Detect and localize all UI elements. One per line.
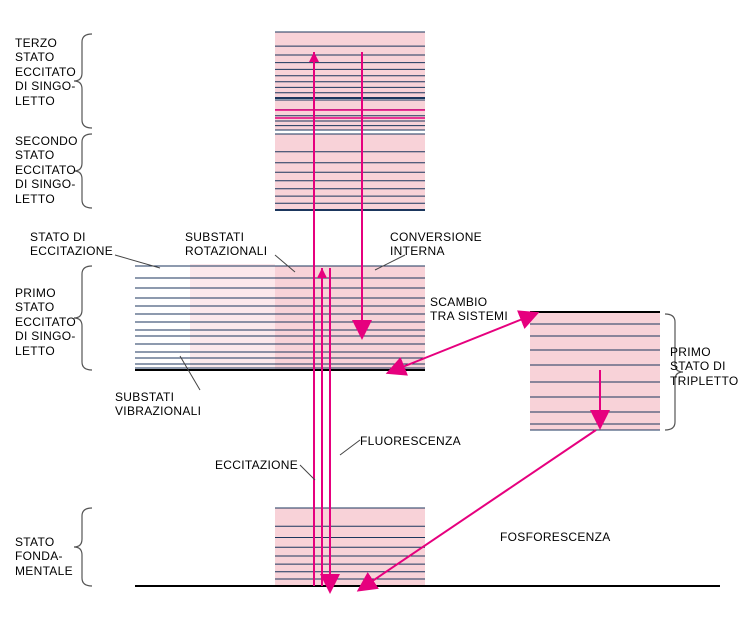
label-secondo: SECONDO STATO ECCITATO DI SINGO- LETTO bbox=[15, 134, 78, 206]
diagram-svg bbox=[0, 0, 745, 629]
label-substati_vib: SUBSTATI VIBRAZIONALI bbox=[115, 390, 201, 419]
label-substati_rot: SUBSTATI ROTAZIONALI bbox=[185, 230, 267, 259]
label-fond: STATO FONDA- MENTALE bbox=[15, 535, 73, 578]
label-primo_s: PRIMO STATO ECCITATO DI SINGO- LETTO bbox=[15, 286, 76, 358]
diagram-stage: TERZO STATO ECCITATO DI SINGO- LETTO SECO… bbox=[0, 0, 745, 629]
label-primo_t: PRIMO STATO DI TRIPLETTO bbox=[670, 345, 739, 388]
label-scambio: SCAMBIO TRA SISTEMI bbox=[430, 295, 508, 324]
label-fosfor: FOSFORESCENZA bbox=[500, 530, 611, 544]
label-terzo: TERZO STATO ECCITATO DI SINGO- LETTO bbox=[15, 36, 76, 108]
label-conv_int: CONVERSIONE INTERNA bbox=[390, 230, 482, 259]
label-fluor: FLUORESCENZA bbox=[360, 434, 461, 448]
label-eccit: ECCITAZIONE bbox=[215, 458, 298, 472]
label-stato_ecc: STATO DI ECCITAZIONE bbox=[30, 230, 113, 259]
